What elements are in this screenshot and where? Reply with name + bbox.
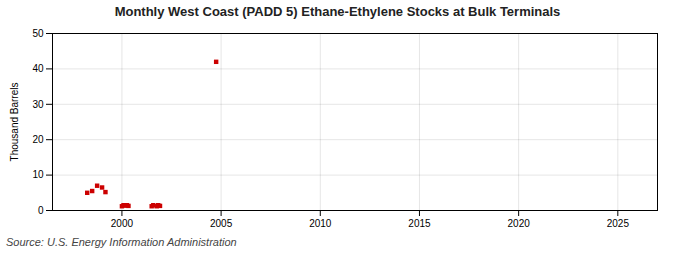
svg-text:2025: 2025 bbox=[607, 218, 630, 229]
svg-text:50: 50 bbox=[32, 28, 44, 39]
svg-text:2005: 2005 bbox=[210, 218, 233, 229]
svg-text:40: 40 bbox=[32, 63, 44, 74]
svg-text:2015: 2015 bbox=[408, 218, 431, 229]
svg-text:Thousand Barrels: Thousand Barrels bbox=[9, 83, 20, 162]
svg-text:20: 20 bbox=[32, 134, 44, 145]
html-text:Monthly West Coast (PADD 5) Et: Monthly West Coast (PADD 5) Ethane-Ethyl… bbox=[114, 4, 561, 19]
svg-text:10: 10 bbox=[32, 169, 44, 180]
svg-text:2000: 2000 bbox=[111, 218, 134, 229]
svg-text:0: 0 bbox=[38, 205, 44, 216]
html-text:Source: U.S. Energy Informatio: Source: U.S. Energy Information Administ… bbox=[6, 236, 237, 248]
svg-text:30: 30 bbox=[32, 99, 44, 110]
svg-text:2020: 2020 bbox=[508, 218, 531, 229]
svg-text:2010: 2010 bbox=[309, 218, 332, 229]
